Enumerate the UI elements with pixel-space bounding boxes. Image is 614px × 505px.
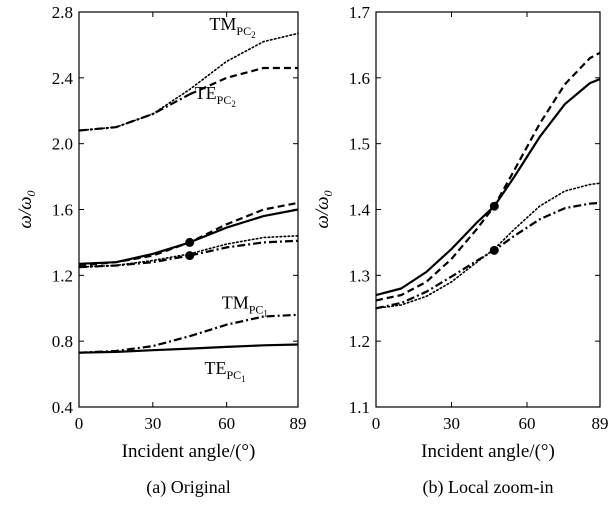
x-tick-label: 0 [372,414,381,433]
y-axis-label-sub: 0 [321,190,335,196]
x-tick-label: 89 [592,414,609,433]
y-tick-label: 2.0 [52,135,73,154]
series-line-dashed [189,66,298,96]
intersection-marker [489,245,499,255]
curve-annotation: TEPC1 [204,358,245,384]
x-tick-label: 60 [218,414,235,433]
curve-annotation: TMPC1 [222,292,268,318]
x-tick-label: 0 [75,414,84,433]
y-tick-label: 2.4 [52,69,74,88]
y-tick-label: 0.8 [52,332,73,351]
intersection-marker [489,201,499,211]
intersection-marker [185,237,195,247]
y-tick-label: 1.6 [52,201,73,220]
x-axis-label: Incident angle/(°) [421,441,555,462]
panel-b: 0 30 60 89 1.1 1.2 1.3 1.4 1.5 1.6 1.7 Incident an… [312,3,609,498]
series-line-dashdot [78,313,299,354]
panel-caption: (a) Original [146,477,230,498]
series-line-dashdot [375,201,601,310]
series-line-solid [78,343,299,354]
y-tick-label: 1.2 [52,266,73,285]
panel-a: 0 30 60 89 0.4 0.8 1.2 1.6 2.0 2.4 2.8 TMPC2 TEPC2 T… [15,3,307,498]
panel-caption: (b) Local zoom-in [423,477,554,498]
y-tick-label: 1.6 [349,69,370,88]
series-line-dotted [375,182,601,310]
x-tick-label: 89 [290,414,307,433]
y-tick-label: 1.4 [349,201,371,220]
y-axis-label-sub: 0 [24,190,38,196]
y-tick-label: 1.7 [349,3,371,22]
series-line-dashed [375,51,601,302]
x-tick-label: 60 [519,414,536,433]
curve-annotation: TEPC2 [195,83,236,109]
intersection-marker [185,251,195,261]
y-tick-label: 1.3 [349,266,370,285]
series-line-dashdot [78,239,299,269]
y-axis-label: ω/ω0 [15,190,38,228]
curve-annotation: TMPC2 [209,14,255,40]
y-axis-label-main: ω/ω [15,196,36,228]
y-axis-label-main: ω/ω [312,196,333,228]
x-axis-label: Incident angle/(°) [122,441,256,462]
series-line-dashdot [78,93,191,132]
y-tick-label: 1.2 [349,332,370,351]
series-line-solid [375,78,601,297]
series-line-dotted [78,32,299,132]
x-tick-label: 30 [443,414,460,433]
y-tick-label: 1.1 [349,398,370,417]
y-tick-label: 0.4 [52,398,74,417]
plot-frame [375,11,601,408]
y-axis-label: ω/ω0 [312,190,335,228]
x-tick-label: 30 [144,414,161,433]
y-tick-label: 1.5 [349,135,370,154]
y-tick-label: 2.8 [52,3,73,22]
